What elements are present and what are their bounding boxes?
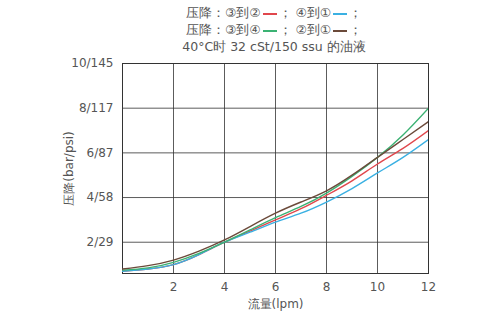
html-text:40°C时 32 cSt/150 ssu 的油液: 40°C时 32 cSt/150 ssu 的油液 (182, 39, 366, 54)
html-text:压降：③到④: 压降：③到④ (186, 22, 261, 37)
svg-text:8: 8 (323, 280, 331, 294)
html-text:压降：③到②: 压降：③到② (186, 5, 261, 20)
svg-text:4: 4 (221, 280, 229, 294)
svg-text:10: 10 (370, 280, 385, 294)
svg-text:压降(bar/psi): 压降(bar/psi) (62, 131, 76, 206)
svg-text:2: 2 (170, 280, 178, 294)
svg-text:8/117: 8/117 (79, 101, 114, 115)
html-text:； ②到①: ； ②到① (278, 22, 331, 37)
svg-text:6: 6 (272, 280, 280, 294)
svg-text:2/29: 2/29 (87, 235, 114, 249)
svg-text:12: 12 (421, 280, 436, 294)
svg-text:10/145: 10/145 (71, 56, 113, 70)
svg-text:4/58: 4/58 (87, 190, 114, 204)
svg-text:流量(lpm): 流量(lpm) (247, 297, 303, 311)
html-text:； ④到①: ； ④到① (278, 5, 331, 20)
svg-text:6/87: 6/87 (87, 146, 114, 160)
